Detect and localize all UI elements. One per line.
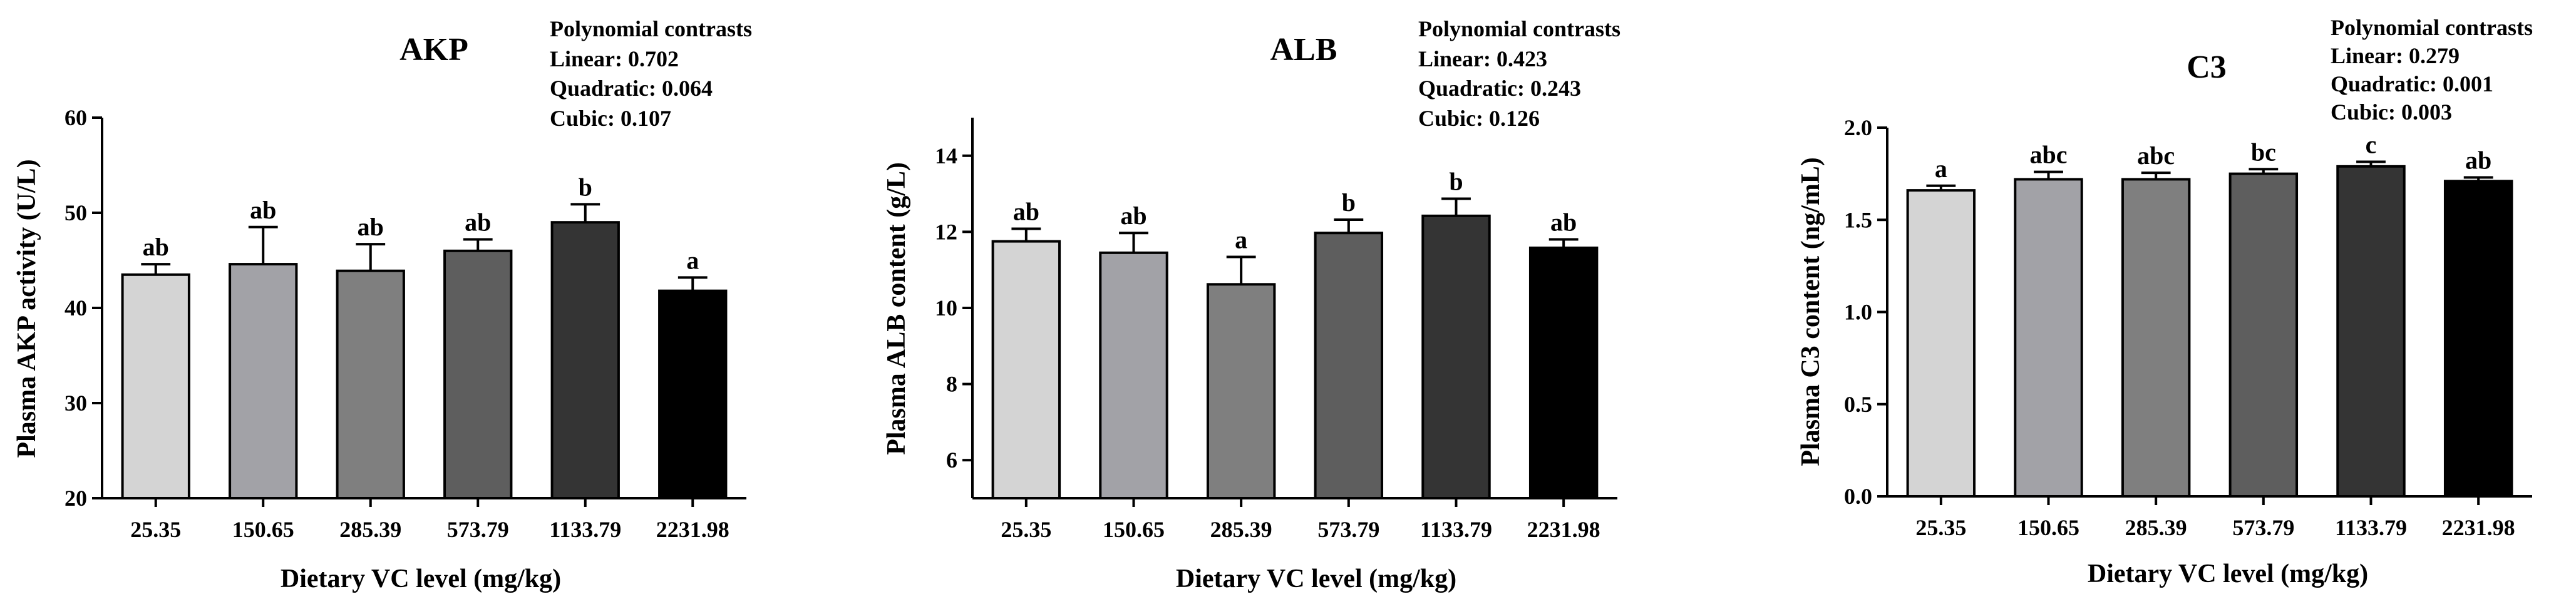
stats-linear: Linear: 0.423 <box>1418 46 1547 71</box>
bar <box>1314 232 1384 499</box>
bar <box>336 269 405 499</box>
panel-alb: ALB Polynomial contrasts Linear: 0.423 Q… <box>882 16 1620 593</box>
significance-letter: ab <box>2465 146 2491 175</box>
x-tick-label: 2231.98 <box>656 517 729 542</box>
bar <box>1099 251 1168 499</box>
y-tick-label: 14 <box>935 143 957 168</box>
panel-c3: C3 Polynomial contrasts Linear: 0.279 Qu… <box>1796 15 2533 588</box>
bar <box>2228 172 2299 498</box>
significance-letter: ab <box>1120 202 1146 230</box>
x-tick-label: 25.35 <box>1915 515 1966 540</box>
y-axis-label: Plasma AKP activity (U/L) <box>13 159 41 458</box>
stats-heading: Polynomial contrasts <box>550 16 752 41</box>
stats-cubic: Cubic: 0.107 <box>550 106 671 131</box>
significance-letter: ab <box>358 213 384 241</box>
significance-letter: abc <box>2030 141 2068 169</box>
stats-cubic: Cubic: 0.003 <box>2331 100 2452 125</box>
stats-heading: Polynomial contrasts <box>2331 15 2533 40</box>
bar <box>550 221 620 499</box>
bar <box>1906 189 1976 498</box>
significance-letter: a <box>1235 226 1247 254</box>
x-axis-label: Dietary VC level (mg/kg) <box>2088 560 2368 588</box>
chart-title: ALB <box>1270 32 1337 68</box>
significance-letter: b <box>1342 188 1356 217</box>
y-axis-label: Plasma C3 content (ng/mL) <box>1796 157 1825 466</box>
bar <box>2014 178 2083 498</box>
bar <box>443 249 513 499</box>
significance-letter: b <box>1449 168 1463 196</box>
x-tick-label: 150.65 <box>1103 517 1165 542</box>
y-tick-label: 2.0 <box>1844 115 1872 140</box>
x-tick-label: 2231.98 <box>1527 517 1600 542</box>
x-axis-label: Dietary VC level (mg/kg) <box>281 565 561 593</box>
significance-letter: ab <box>1550 208 1577 237</box>
bar <box>229 263 298 499</box>
bar <box>1206 283 1276 499</box>
bar <box>2336 165 2406 498</box>
bar <box>121 273 190 499</box>
stats-linear: Linear: 0.702 <box>550 46 679 71</box>
significance-letter: c <box>2366 130 2377 158</box>
y-tick-label: 0.5 <box>1844 392 1872 417</box>
x-tick-label: 25.35 <box>1001 517 1051 542</box>
panel-akp: AKP Polynomial contrasts Linear: 0.702 Q… <box>13 16 752 593</box>
x-tick-label: 573.79 <box>1317 517 1379 542</box>
x-axis-label: Dietary VC level (mg/kg) <box>1176 565 1456 593</box>
significance-letter: a <box>1935 155 1947 183</box>
x-tick-label: 1133.79 <box>549 517 621 542</box>
bar <box>991 240 1061 499</box>
significance-letter: b <box>579 173 592 201</box>
stats-quadratic: Quadratic: 0.001 <box>2331 71 2493 96</box>
x-tick-label: 285.39 <box>2125 515 2187 540</box>
significance-letter: abc <box>2137 141 2175 170</box>
y-tick-label: 40 <box>64 295 87 320</box>
chart-title: AKP <box>399 32 468 68</box>
significance-letter: a <box>686 246 699 274</box>
y-tick-label: 50 <box>64 200 87 225</box>
significance-letter: bc <box>2251 138 2276 166</box>
y-tick-label: 60 <box>64 105 87 130</box>
x-tick-label: 1133.79 <box>2335 515 2407 540</box>
bar <box>1421 214 1491 499</box>
significance-letter: ab <box>143 233 169 261</box>
y-tick-label: 6 <box>946 448 957 473</box>
x-tick-label: 285.39 <box>339 517 401 542</box>
significance-letter: ab <box>250 196 276 224</box>
x-tick-label: 573.79 <box>2232 515 2294 540</box>
stats-cubic: Cubic: 0.126 <box>1418 106 1540 131</box>
significance-letter: ab <box>465 208 491 237</box>
x-tick-label: 573.79 <box>447 517 509 542</box>
chart-title: C3 <box>2187 49 2227 85</box>
y-tick-label: 30 <box>64 391 87 416</box>
y-axis-label: Plasma ALB content (g/L) <box>882 162 911 455</box>
bar <box>2443 180 2513 498</box>
stats-quadratic: Quadratic: 0.064 <box>550 76 713 101</box>
x-tick-label: 1133.79 <box>1420 517 1492 542</box>
x-tick-label: 150.65 <box>2017 515 2079 540</box>
y-tick-label: 1.5 <box>1844 207 1872 232</box>
stats-quadratic: Quadratic: 0.243 <box>1418 76 1581 101</box>
y-tick-label: 12 <box>935 219 957 244</box>
bar <box>2121 178 2191 498</box>
y-tick-label: 20 <box>64 486 87 511</box>
x-tick-label: 25.35 <box>130 517 181 542</box>
bar <box>1528 246 1599 499</box>
x-tick-label: 150.65 <box>232 517 294 542</box>
significance-letter: ab <box>1013 198 1039 226</box>
y-tick-label: 10 <box>935 295 957 320</box>
x-tick-label: 2231.98 <box>2442 515 2515 540</box>
y-tick-label: 8 <box>946 372 957 397</box>
bar <box>658 289 728 499</box>
y-tick-label: 0.0 <box>1844 484 1872 509</box>
stats-linear: Linear: 0.279 <box>2331 43 2460 68</box>
y-tick-label: 1.0 <box>1844 300 1872 325</box>
x-tick-label: 285.39 <box>1210 517 1272 542</box>
stats-heading: Polynomial contrasts <box>1418 16 1620 41</box>
